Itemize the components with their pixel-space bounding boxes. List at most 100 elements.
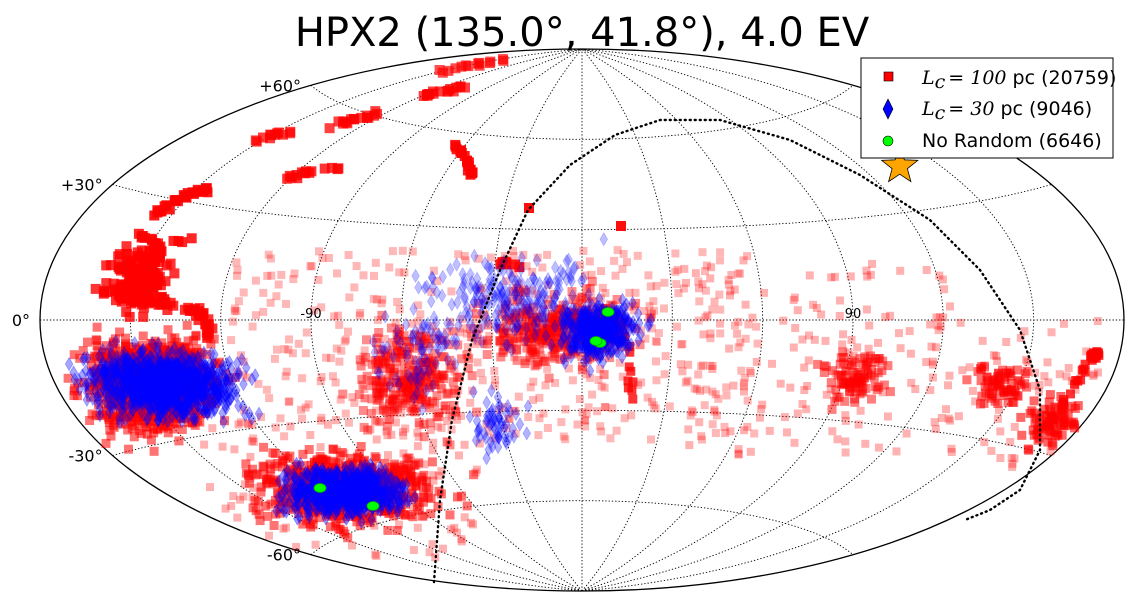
lc30-point <box>162 357 171 372</box>
lc100-point <box>388 396 397 405</box>
lc30-point <box>70 372 79 387</box>
lc30-point <box>155 373 165 388</box>
lc30-point <box>135 345 144 361</box>
lc100-point <box>752 357 761 366</box>
lc30-point <box>114 385 123 400</box>
lc100-point <box>833 435 842 444</box>
lc100-point <box>1028 425 1038 435</box>
lc100-point <box>361 110 372 121</box>
lc100-point <box>97 352 106 362</box>
lc30-point <box>190 379 199 395</box>
lc100-point <box>527 325 536 333</box>
lc100-point <box>495 336 505 346</box>
lc100-point <box>501 314 511 324</box>
lc30-point <box>207 366 216 381</box>
lc30-point <box>129 380 138 395</box>
lc30-point <box>81 363 91 379</box>
lc100-point <box>724 276 733 284</box>
lc100-point <box>201 409 211 418</box>
lc30-point <box>141 374 150 389</box>
lc100-point <box>565 315 575 324</box>
lc100-point <box>597 427 606 436</box>
lc30-point <box>152 366 161 381</box>
lc100-point <box>421 372 431 382</box>
lc100-point <box>570 310 579 320</box>
lc100-point <box>428 362 437 372</box>
lc100-point <box>410 407 420 417</box>
lc100-point <box>572 323 582 333</box>
lc100-point <box>937 414 946 422</box>
lc30-point <box>149 373 159 388</box>
lc100-point <box>698 435 706 444</box>
lc100-point <box>483 335 493 345</box>
lc30-point <box>184 375 194 391</box>
lc30-point <box>189 351 199 366</box>
lc100-point <box>266 499 276 509</box>
lc100-point <box>858 359 868 369</box>
lc30-point <box>169 366 178 381</box>
lc100-point <box>543 295 552 304</box>
lc100-point <box>118 371 128 381</box>
lc100-point <box>85 353 95 363</box>
lc30-point <box>153 341 162 356</box>
lc100-point <box>168 300 179 311</box>
lc100-point <box>392 378 402 388</box>
lc30-point <box>107 388 117 404</box>
lc100-point <box>831 385 841 395</box>
lc100-point <box>294 508 304 518</box>
lc30-point <box>199 368 208 383</box>
lc100-point <box>586 305 596 315</box>
lc100-point <box>391 353 401 363</box>
lc100-point <box>500 403 509 411</box>
lc30-point <box>131 394 141 410</box>
lc100-point <box>418 358 428 368</box>
lc30-point <box>157 388 166 403</box>
lc100-point <box>397 375 406 385</box>
lc100-point <box>608 312 618 321</box>
lc30-point <box>180 398 190 413</box>
lc100-point <box>413 376 423 386</box>
lc100-point <box>911 385 920 393</box>
lc30-point <box>200 382 210 398</box>
lc100-point <box>571 316 581 326</box>
lc30-point <box>137 345 147 360</box>
lc100-point <box>162 380 172 390</box>
lc100-point <box>353 453 363 463</box>
lc100-point <box>518 312 528 322</box>
lc100-point <box>549 344 559 354</box>
lc100-point <box>161 401 171 410</box>
lc30-point <box>203 365 212 381</box>
lc100-point <box>378 295 387 304</box>
lc100-point <box>94 357 104 367</box>
lc30-point <box>202 369 211 385</box>
lc100-point <box>343 475 353 485</box>
lc100-point <box>445 440 455 450</box>
lc30-point <box>167 364 176 380</box>
lc100-point <box>457 412 466 420</box>
lc30-point <box>157 382 167 398</box>
lc100-point <box>420 380 430 390</box>
lc30-point <box>181 388 190 403</box>
lc100-point <box>382 358 391 367</box>
lc100-point <box>129 432 139 442</box>
lc100-point <box>190 367 200 377</box>
lc100-point <box>710 297 719 306</box>
lc100-point <box>498 345 508 355</box>
lc30-point <box>167 375 177 391</box>
lc100-point <box>993 357 1002 365</box>
lc30-point <box>107 360 117 375</box>
lc100-point <box>496 324 506 334</box>
lc100-point <box>734 343 743 352</box>
lc100-point <box>596 333 606 342</box>
lc100-point <box>455 451 463 460</box>
lc100-point <box>454 386 463 394</box>
lc100-point <box>387 401 396 410</box>
lc100-point <box>142 387 152 397</box>
lc30-point <box>192 377 202 393</box>
lc100-point <box>524 330 534 340</box>
lc30-point <box>198 378 207 394</box>
lc100-point <box>528 347 538 357</box>
lc30-point <box>126 407 135 422</box>
lc100-point <box>532 359 542 369</box>
lc100-point <box>926 386 935 395</box>
